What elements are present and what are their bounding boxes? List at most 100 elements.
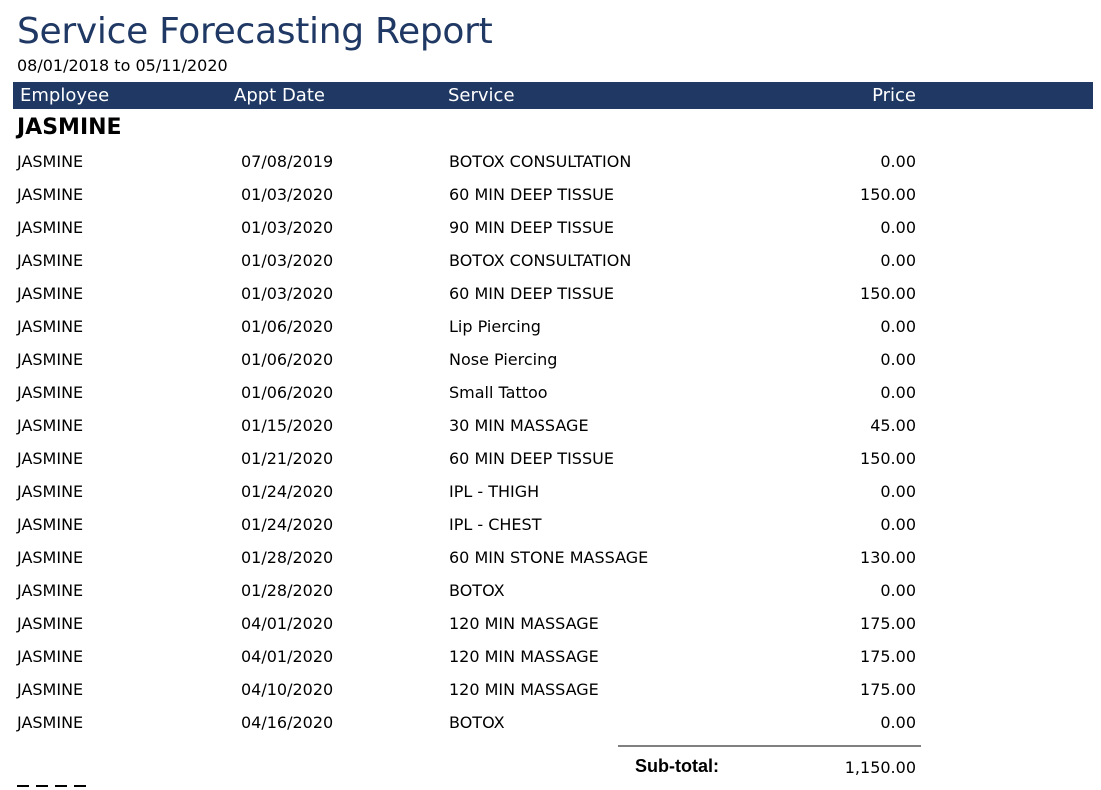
cell-service: 90 MIN DEEP TISSUE bbox=[449, 218, 614, 237]
column-header-appt-date: Appt Date bbox=[234, 85, 325, 106]
cell-employee: JASMINE bbox=[17, 515, 84, 534]
cell-appt-date: 01/28/2020 bbox=[241, 581, 334, 600]
cell-price: 175.00 bbox=[860, 614, 916, 633]
group-heading: JASMINE bbox=[17, 115, 122, 140]
report-title: Service Forecasting Report bbox=[17, 11, 493, 52]
cell-price: 130.00 bbox=[860, 548, 916, 567]
report-date-range: 08/01/2018 to 05/11/2020 bbox=[17, 56, 228, 75]
cell-price: 175.00 bbox=[860, 647, 916, 666]
subtotal-label: Sub-total: bbox=[635, 756, 719, 776]
report-rows: JASMINE 07/08/2019 BOTOX CONSULTATION 0.00 J… bbox=[0, 146, 1101, 740]
cell-appt-date: 04/16/2020 bbox=[241, 713, 334, 732]
table-row: JASMINE 04/16/2020 BOTOX 0.00 bbox=[0, 707, 1101, 740]
cell-service: BOTOX CONSULTATION bbox=[449, 152, 632, 171]
cell-price: 0.00 bbox=[880, 515, 916, 534]
table-row: JASMINE 01/21/2020 60 MIN DEEP TISSUE 150.0… bbox=[0, 443, 1101, 476]
cell-appt-date: 01/28/2020 bbox=[241, 548, 334, 567]
table-row: JASMINE 04/10/2020 120 MIN MASSAGE 175.00 bbox=[0, 674, 1101, 707]
table-row: JASMINE 01/03/2020 60 MIN DEEP TISSUE 150.0… bbox=[0, 278, 1101, 311]
table-row: JASMINE 07/08/2019 BOTOX CONSULTATION 0.00 bbox=[0, 146, 1101, 179]
table-row: JASMINE 01/03/2020 60 MIN DEEP TISSUE 150.0… bbox=[0, 179, 1101, 212]
cell-service: Small Tattoo bbox=[449, 383, 548, 402]
cell-price: 45.00 bbox=[870, 416, 916, 435]
cell-appt-date: 07/08/2019 bbox=[241, 152, 334, 171]
cell-appt-date: 01/21/2020 bbox=[241, 449, 334, 468]
table-row: JASMINE 01/06/2020 Nose Piercing 0.00 bbox=[0, 344, 1101, 377]
table-row: JASMINE 04/01/2020 120 MIN MASSAGE 175.00 bbox=[0, 641, 1101, 674]
cell-service: BOTOX bbox=[449, 713, 505, 732]
cell-employee: JASMINE bbox=[17, 416, 84, 435]
cell-appt-date: 01/03/2020 bbox=[241, 284, 334, 303]
cell-price: 0.00 bbox=[880, 218, 916, 237]
table-row: JASMINE 01/24/2020 IPL - THIGH 0.00 bbox=[0, 476, 1101, 509]
table-row: JASMINE 01/06/2020 Lip Piercing 0.00 bbox=[0, 311, 1101, 344]
cell-employee: JASMINE bbox=[17, 152, 84, 171]
cell-price: 150.00 bbox=[860, 449, 916, 468]
cell-employee: JASMINE bbox=[17, 284, 84, 303]
cell-appt-date: 01/03/2020 bbox=[241, 185, 334, 204]
table-row: JASMINE 01/03/2020 BOTOX CONSULTATION 0.00 bbox=[0, 245, 1101, 278]
cell-employee: JASMINE bbox=[17, 185, 84, 204]
table-row: JASMINE 01/06/2020 Small Tattoo 0.00 bbox=[0, 377, 1101, 410]
cell-service: 30 MIN MASSAGE bbox=[449, 416, 589, 435]
cell-price: 0.00 bbox=[880, 251, 916, 270]
cell-appt-date: 01/03/2020 bbox=[241, 251, 334, 270]
cell-service: IPL - THIGH bbox=[449, 482, 540, 501]
cell-service: BOTOX CONSULTATION bbox=[449, 251, 632, 270]
cell-employee: JASMINE bbox=[17, 680, 84, 699]
column-header-employee: Employee bbox=[20, 85, 110, 106]
table-row: JASMINE 01/15/2020 30 MIN MASSAGE 45.00 bbox=[0, 410, 1101, 443]
cell-appt-date: 01/06/2020 bbox=[241, 350, 334, 369]
cell-appt-date: 01/06/2020 bbox=[241, 317, 334, 336]
subtotal-value: 1,150.00 bbox=[844, 758, 916, 777]
cell-service: Lip Piercing bbox=[449, 317, 541, 336]
cell-appt-date: 04/01/2020 bbox=[241, 614, 334, 633]
table-row: JASMINE 01/03/2020 90 MIN DEEP TISSUE 0.00 bbox=[0, 212, 1101, 245]
cell-service: 60 MIN DEEP TISSUE bbox=[449, 449, 614, 468]
cell-price: 0.00 bbox=[880, 350, 916, 369]
cell-service: 60 MIN DEEP TISSUE bbox=[449, 185, 614, 204]
cell-employee: JASMINE bbox=[17, 449, 84, 468]
cell-price: 0.00 bbox=[880, 713, 916, 732]
cell-employee: JASMINE bbox=[17, 614, 84, 633]
cell-employee: JASMINE bbox=[17, 713, 84, 732]
next-group-heading-fragment bbox=[17, 782, 93, 790]
cell-appt-date: 01/24/2020 bbox=[241, 482, 334, 501]
cell-employee: JASMINE bbox=[17, 383, 84, 402]
cell-price: 0.00 bbox=[880, 317, 916, 336]
cell-service: 120 MIN MASSAGE bbox=[449, 614, 599, 633]
cell-price: 150.00 bbox=[860, 185, 916, 204]
column-header-service: Service bbox=[448, 85, 515, 106]
subtotal-rule bbox=[618, 745, 921, 747]
cell-service: 60 MIN DEEP TISSUE bbox=[449, 284, 614, 303]
table-row: JASMINE 01/28/2020 BOTOX 0.00 bbox=[0, 575, 1101, 608]
cell-employee: JASMINE bbox=[17, 647, 84, 666]
cell-price: 0.00 bbox=[880, 152, 916, 171]
table-row: JASMINE 04/01/2020 120 MIN MASSAGE 175.00 bbox=[0, 608, 1101, 641]
cell-price: 0.00 bbox=[880, 581, 916, 600]
cell-appt-date: 01/15/2020 bbox=[241, 416, 334, 435]
cell-service: IPL - CHEST bbox=[449, 515, 542, 534]
cell-service: Nose Piercing bbox=[449, 350, 558, 369]
cell-employee: JASMINE bbox=[17, 482, 84, 501]
cell-service: 60 MIN STONE MASSAGE bbox=[449, 548, 649, 567]
cell-employee: JASMINE bbox=[17, 581, 84, 600]
cell-appt-date: 04/10/2020 bbox=[241, 680, 334, 699]
cell-employee: JASMINE bbox=[17, 251, 84, 270]
cell-appt-date: 01/24/2020 bbox=[241, 515, 334, 534]
cell-price: 150.00 bbox=[860, 284, 916, 303]
cell-service: BOTOX bbox=[449, 581, 505, 600]
cell-employee: JASMINE bbox=[17, 218, 84, 237]
cell-price: 175.00 bbox=[860, 680, 916, 699]
cell-employee: JASMINE bbox=[17, 548, 84, 567]
column-header-price: Price bbox=[872, 85, 916, 106]
column-header-bar: Employee Appt Date Service Price bbox=[13, 82, 1093, 109]
cell-service: 120 MIN MASSAGE bbox=[449, 680, 599, 699]
cell-employee: JASMINE bbox=[17, 350, 84, 369]
cell-employee: JASMINE bbox=[17, 317, 84, 336]
cell-appt-date: 01/06/2020 bbox=[241, 383, 334, 402]
cell-appt-date: 04/01/2020 bbox=[241, 647, 334, 666]
cell-appt-date: 01/03/2020 bbox=[241, 218, 334, 237]
table-row: JASMINE 01/24/2020 IPL - CHEST 0.00 bbox=[0, 509, 1101, 542]
cell-price: 0.00 bbox=[880, 482, 916, 501]
